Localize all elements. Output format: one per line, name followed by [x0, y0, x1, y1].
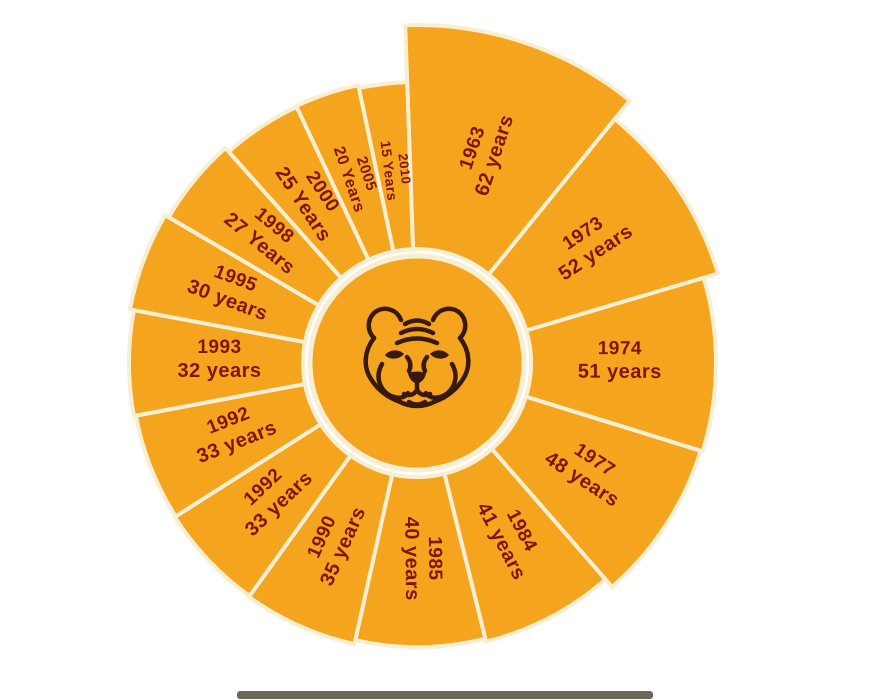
segment-value-label: 51 years — [578, 361, 662, 383]
segment-year-label: 1993 — [197, 337, 241, 358]
segment-year-label: 1985 — [424, 536, 446, 581]
segment-value-label: 40 years — [400, 517, 423, 601]
bottom-crop-artifact — [237, 691, 653, 699]
segment-value-label: 32 years — [177, 360, 261, 382]
segment-year-label: 2010 — [395, 153, 414, 186]
segment-value-label: 15 Years — [378, 140, 401, 202]
chart-center-circle — [307, 253, 527, 473]
segment-year-label: 1974 — [598, 338, 642, 359]
tiger-face-icon — [363, 306, 471, 409]
